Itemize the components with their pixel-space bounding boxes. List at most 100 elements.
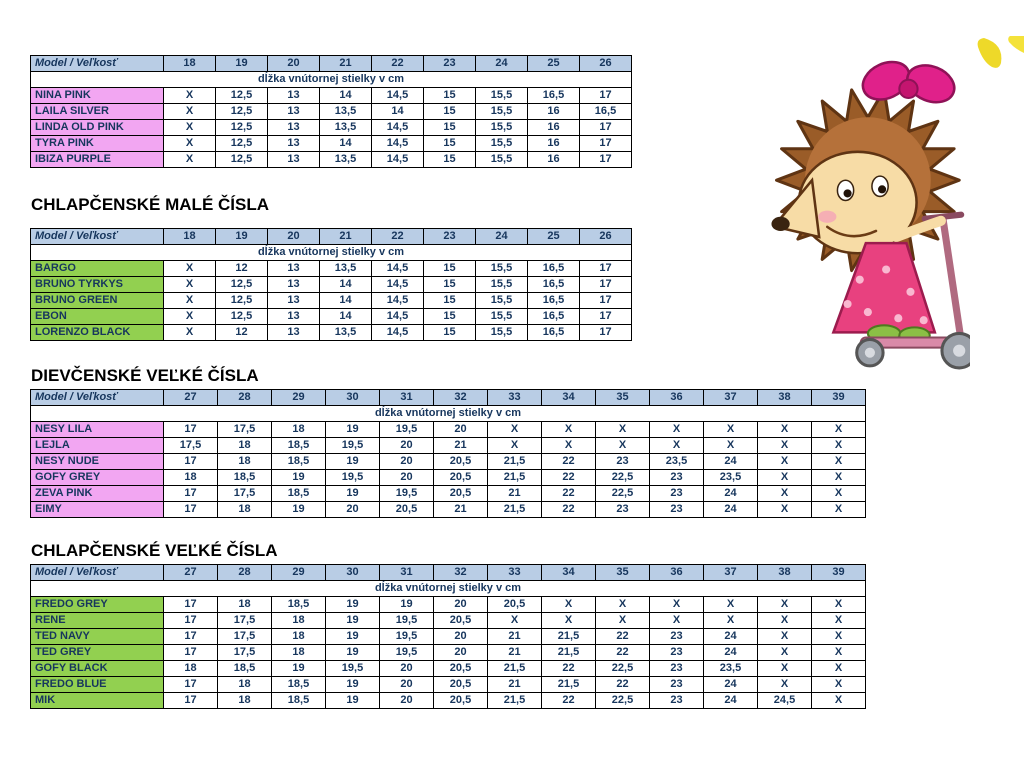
insole-length-cell: X	[757, 676, 812, 693]
insole-length-cell: X	[595, 596, 650, 613]
model-row: EIMY 17 18 19 20 20,5 21 21,5 22 23 23 24 X X	[30, 501, 866, 518]
insole-length-cell: 17	[579, 308, 632, 325]
model-name-cell: LEJLA	[30, 437, 164, 454]
insole-length-cell: 18	[271, 612, 326, 629]
size-column-header: 21	[319, 228, 372, 245]
insole-length-cell: 18	[217, 453, 272, 470]
model-row: FREDO BLUE 17 18 18,5 19 20 20,5 21 21,5 22 23 24 X X	[30, 676, 866, 693]
insole-length-cell: 20	[379, 676, 434, 693]
insole-length-cell: X	[811, 596, 866, 613]
insole-length-cell: 14	[319, 308, 372, 325]
insole-length-cell: 17	[579, 260, 632, 277]
insole-length-cell: X	[163, 324, 216, 341]
size-header-row: Model / Veľkosť 18 19 20 21 22 23 24 25 26	[30, 228, 632, 245]
hedgehog-nose	[771, 216, 790, 231]
insole-length-cell: 16,5	[527, 292, 580, 309]
insole-length-cell: 15,5	[475, 276, 528, 293]
insole-length-cell: 17	[163, 501, 218, 518]
insole-length-cell: 20,5	[433, 485, 488, 502]
insole-length-cell: 23,5	[703, 660, 758, 677]
insole-length-cell: 17	[579, 276, 632, 293]
insole-length-cell: 22	[541, 469, 596, 486]
model-name-cell: ZEVA PINK	[30, 485, 164, 502]
hedgehog-smile	[826, 225, 878, 238]
insole-length-cell: 19	[325, 612, 380, 629]
insole-length-cell: X	[163, 103, 216, 120]
hedgehog-illustration	[771, 60, 970, 370]
insole-length-cell: 18,5	[217, 469, 272, 486]
size-column-header: 27	[163, 564, 218, 581]
insole-length-cell: 17	[163, 596, 218, 613]
size-column-header: 29	[271, 564, 326, 581]
insole-length-cell: 21,5	[487, 469, 542, 486]
insole-length-cell: 22,5	[595, 485, 650, 502]
model-name-cell: LINDA OLD PINK	[30, 119, 164, 136]
insole-length-cell: 17,5	[217, 612, 272, 629]
insole-length-cell: 12,5	[215, 151, 268, 168]
size-column-header: 24	[475, 228, 528, 245]
model-name-cell: GOFY GREY	[30, 469, 164, 486]
insole-length-cell: 19	[325, 453, 380, 470]
insole-length-cell: 12,5	[215, 308, 268, 325]
scooter-front-hub	[953, 344, 966, 357]
insole-length-cell: 19,5	[379, 485, 434, 502]
insole-length-cell: X	[757, 612, 812, 629]
insole-length-cell: X	[163, 119, 216, 136]
insole-length-cell: 14,5	[371, 324, 424, 341]
insole-length-cell: X	[487, 421, 542, 438]
insole-length-cell: 15,5	[475, 135, 528, 152]
insole-length-cell: 21,5	[487, 660, 542, 677]
insole-length-cell: X	[757, 485, 812, 502]
size-column-header: 31	[379, 389, 434, 406]
insole-length-cell: 21,5	[541, 644, 596, 661]
size-column-header: 28	[217, 389, 272, 406]
insole-length-cell: 22	[541, 453, 596, 470]
insole-length-cell: 23	[649, 676, 704, 693]
insole-length-cell: X	[703, 421, 758, 438]
hedgehog-pupil-right	[878, 185, 887, 194]
insole-length-cell: 12	[215, 324, 268, 341]
insole-length-cell: 15,5	[475, 260, 528, 277]
size-column-header: 32	[433, 389, 488, 406]
insole-length-cell: 23	[595, 453, 650, 470]
insole-length-cell: 13,5	[319, 103, 372, 120]
insole-length-cell: 15,5	[475, 324, 528, 341]
insole-length-cell: 17	[163, 644, 218, 661]
heading-girls-large-sizes: DIEVČENSKÉ VEĽKÉ ČÍSLA	[31, 366, 259, 385]
insole-length-cell: 17	[163, 676, 218, 693]
insole-length-cell: 22,5	[595, 692, 650, 709]
insole-length-cell: 20	[379, 437, 434, 454]
hedgehog-arm	[891, 215, 946, 243]
model-row: ZEVA PINK 17 17,5 18,5 19 19,5 20,5 21 22 22,5 23 2…	[30, 485, 866, 502]
model-name-cell: BRUNO GREEN	[30, 292, 164, 309]
insole-length-cell: 23	[649, 501, 704, 518]
insole-length-cell: 19,5	[325, 437, 380, 454]
model-name-cell: EIMY	[30, 501, 164, 518]
size-column-header: 26	[579, 55, 632, 72]
insole-length-cell: X	[703, 437, 758, 454]
insole-length-cell: 17	[579, 292, 632, 309]
model-name-cell: GOFY BLACK	[30, 660, 164, 677]
size-header-row: Model / Veľkosť 27 28 29 30 31 32 33 34 35 36 37 38 3…	[30, 564, 866, 581]
insole-length-cell: 22	[541, 501, 596, 518]
insole-length-cell: 14,5	[371, 308, 424, 325]
insole-length-cell: 20,5	[433, 676, 488, 693]
insole-length-cell: 20,5	[487, 596, 542, 613]
insole-length-cell: 14,5	[371, 292, 424, 309]
insole-length-cell: 14	[319, 276, 372, 293]
size-column-header: 25	[527, 55, 580, 72]
bow-knot	[898, 78, 919, 100]
size-column-header: 19	[215, 55, 268, 72]
insole-length-cell: 19,5	[325, 469, 380, 486]
model-name-cell: LAILA SILVER	[30, 103, 164, 120]
insole-length-cell: 15	[423, 260, 476, 277]
insole-length-cell: 15	[423, 292, 476, 309]
model-name-cell: NINA PINK	[30, 87, 164, 104]
model-name-cell: NESY LILA	[30, 421, 164, 438]
insole-length-cell: 15,5	[475, 151, 528, 168]
model-row: IBIZA PURPLE X 12,5 13 13,5 14,5 15 15,5 16 17	[30, 151, 632, 168]
insole-length-cell: 16	[527, 103, 580, 120]
heading-boys-small-sizes: CHLAPČENSKÉ MALÉ ČÍSLA	[31, 195, 270, 214]
insole-length-cell: 18,5	[271, 437, 326, 454]
